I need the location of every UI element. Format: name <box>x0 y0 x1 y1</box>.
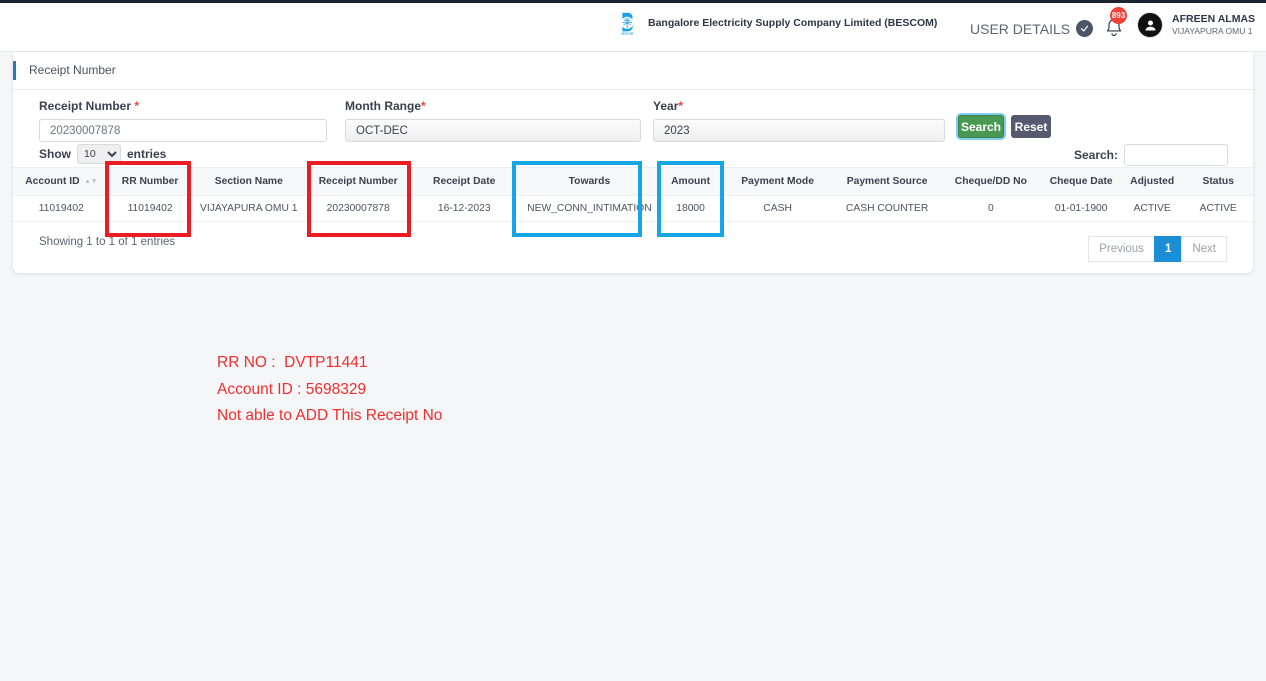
svg-text:BESCOM: BESCOM <box>622 31 634 35</box>
svg-text:ಅಢಅ಼: ಅಢಅ಼ <box>625 13 630 16</box>
